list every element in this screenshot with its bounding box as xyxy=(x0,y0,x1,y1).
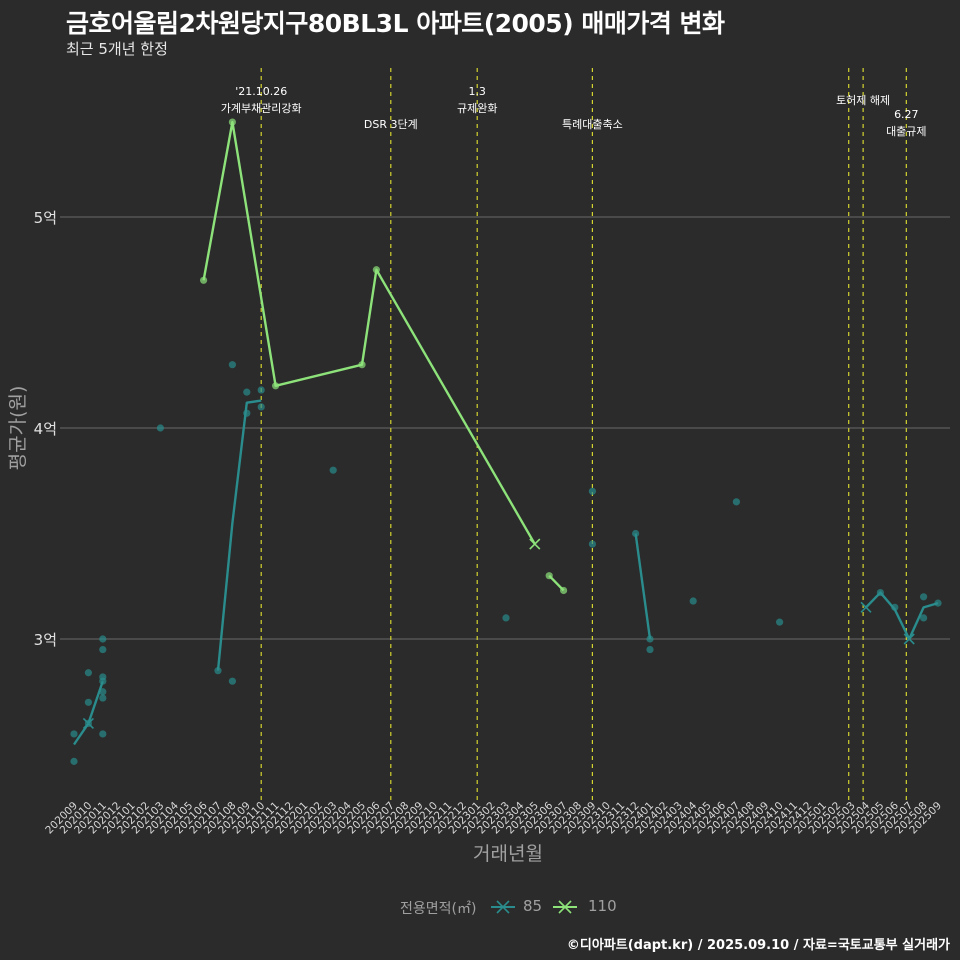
event-label: 특례대출축소 xyxy=(562,118,623,131)
event-label: 규제완화 xyxy=(457,102,497,115)
series-line-85 xyxy=(865,591,939,641)
data-point-85 xyxy=(70,757,78,765)
event-label: DSR 3단계 xyxy=(364,118,418,131)
y-tick-label: 3억 xyxy=(34,631,57,649)
data-point-85 xyxy=(257,386,265,394)
event-label: 토허제 해제 xyxy=(836,93,890,107)
legend-label-110: 110 xyxy=(588,897,617,915)
chart-title: 금호어울림2차원당지구80BL3L 아파트(2005) 매매가격 변화 xyxy=(66,9,725,38)
data-point-85 xyxy=(99,694,107,702)
y-tick-label: 5억 xyxy=(34,209,57,227)
series-line-85 xyxy=(216,399,262,671)
cross-stroke xyxy=(903,633,915,645)
event-label: 가계부채관리강화 xyxy=(221,102,302,115)
x-tick-labels: 2020092020102020112020122021012021022021… xyxy=(43,799,944,836)
data-point-85 xyxy=(257,403,265,411)
data-point-85 xyxy=(99,645,107,654)
chart-subtitle: 최근 5개년 한정 xyxy=(66,40,168,58)
data-point-85 xyxy=(84,698,92,706)
y-tick-label: 4억 xyxy=(34,420,57,438)
event-label: '21.10.26 xyxy=(235,85,287,98)
cross-marker-85 xyxy=(903,633,915,645)
series-line-110 xyxy=(548,574,565,592)
legend-label-85: 85 xyxy=(523,897,543,915)
data-point-85 xyxy=(689,597,697,605)
data-point-85 xyxy=(228,677,236,685)
data-point-85 xyxy=(920,593,928,601)
data-point-85 xyxy=(732,498,741,506)
legend-key-110 xyxy=(553,900,577,914)
series-marks xyxy=(70,118,942,765)
data-point-85 xyxy=(70,730,78,738)
source-caption: ©디아파트(dapt.kr) / 2025.09.10 / 자료=국토교통부 실… xyxy=(566,938,950,953)
data-point-85 xyxy=(84,669,92,677)
data-point-85 xyxy=(329,466,337,474)
cross-stroke xyxy=(82,717,94,729)
series-line-85 xyxy=(634,533,652,640)
y-axis-label: 평균가(원) xyxy=(7,386,29,471)
event-label: 1.3 xyxy=(468,85,486,98)
legend-title: 전용면적(㎡) xyxy=(400,901,477,917)
data-point-85 xyxy=(776,618,784,626)
event-label: 6.27 xyxy=(894,108,919,121)
data-point-85 xyxy=(588,540,597,548)
legend: 전용면적(㎡) 85 110 xyxy=(0,896,960,918)
data-point-85 xyxy=(99,673,107,681)
data-point-85 xyxy=(920,614,928,622)
cross-marker-110 xyxy=(529,538,541,550)
series-line-110 xyxy=(202,120,536,545)
cross-stroke xyxy=(529,538,541,550)
data-point-85 xyxy=(99,635,107,643)
cross-marker-85 xyxy=(860,601,872,613)
x-axis-label: 거래년월 xyxy=(473,843,543,865)
cross-marker-85 xyxy=(82,717,94,729)
data-point-85 xyxy=(646,645,654,654)
data-point-85 xyxy=(502,614,510,622)
cross-stroke xyxy=(860,601,872,613)
data-point-85 xyxy=(228,361,236,369)
y-tick-labels: 3억 4억 5억 xyxy=(34,209,57,649)
legend-key-85 xyxy=(491,900,515,914)
data-point-85 xyxy=(588,487,597,495)
series-line-85 xyxy=(73,680,104,746)
data-point-85 xyxy=(99,730,107,738)
gridlines xyxy=(60,216,950,640)
data-point-85 xyxy=(156,424,164,432)
event-label: 대출규제 xyxy=(886,125,926,138)
data-point-85 xyxy=(243,388,251,396)
